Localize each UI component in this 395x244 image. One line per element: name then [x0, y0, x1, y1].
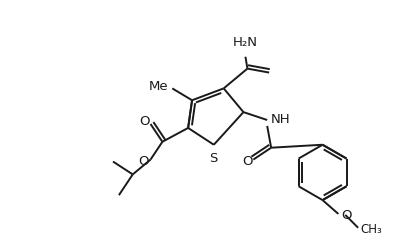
Text: O: O: [242, 155, 253, 168]
Text: O: O: [138, 155, 149, 168]
Text: NH: NH: [271, 112, 291, 125]
Text: S: S: [210, 152, 218, 165]
Text: Me: Me: [149, 80, 168, 93]
Text: CH₃: CH₃: [360, 223, 382, 236]
Text: O: O: [341, 209, 352, 223]
Text: O: O: [139, 114, 150, 128]
Text: H₂N: H₂N: [233, 36, 258, 49]
